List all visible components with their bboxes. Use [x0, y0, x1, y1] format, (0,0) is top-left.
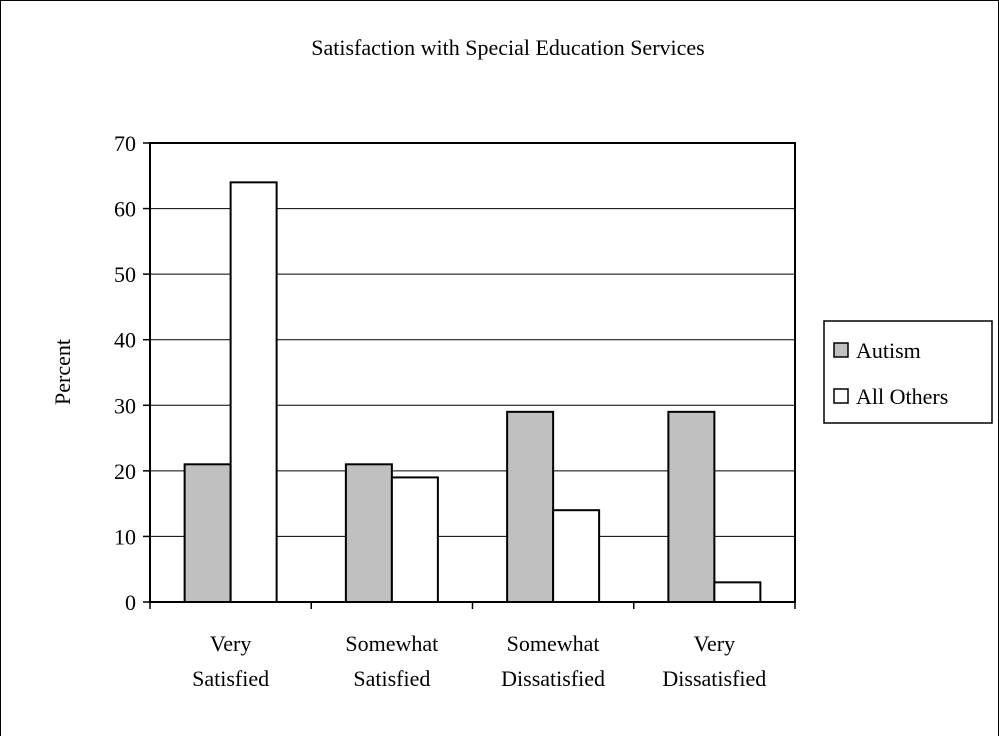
- bar-all-others: [552, 509, 601, 604]
- bar-autism: [506, 410, 555, 604]
- y-tick-label: 40: [114, 328, 136, 353]
- x-tick-label: Very: [210, 631, 252, 656]
- bar-autism: [667, 410, 716, 604]
- y-tick-label: 20: [114, 459, 136, 484]
- bar-autism: [183, 463, 232, 603]
- legend-label: Autism: [856, 338, 921, 363]
- y-axis-ticks: 0 10 20 30 40 50 60 70: [114, 131, 150, 615]
- legend-swatch: [833, 388, 849, 404]
- x-tick-label: Satisfied: [192, 666, 269, 691]
- legend-label: All Others: [856, 384, 948, 409]
- chart-title: Satisfaction with Special Education Serv…: [311, 35, 704, 60]
- bar-all-others: [390, 476, 439, 603]
- legend-swatch: [833, 342, 849, 358]
- x-tick-label: Very: [694, 631, 736, 656]
- x-tick-label: Somewhat: [507, 631, 600, 656]
- legend: Autism All Others: [823, 320, 993, 424]
- x-axis-ticks: Very Satisfied Somewhat Satisfied Somewhat Di…: [149, 602, 796, 691]
- x-tick-label: Dissatisfied: [501, 666, 605, 691]
- x-tick-label: Dissatisfied: [662, 666, 766, 691]
- y-tick-label: 60: [114, 197, 136, 222]
- y-tick-label: 10: [114, 524, 136, 549]
- bars: [183, 181, 762, 604]
- bar-all-others: [713, 581, 762, 603]
- bar-all-others: [229, 181, 278, 603]
- x-tick-label: Somewhat: [345, 631, 438, 656]
- y-axis-label: Percent: [50, 339, 75, 405]
- y-tick-label: 70: [114, 131, 136, 156]
- x-tick-label: Satisfied: [353, 666, 430, 691]
- y-tick-label: 30: [114, 393, 136, 418]
- legend-box: [823, 320, 993, 424]
- bar-autism: [344, 463, 393, 603]
- y-tick-label: 50: [114, 262, 136, 287]
- y-tick-label: 0: [125, 590, 136, 615]
